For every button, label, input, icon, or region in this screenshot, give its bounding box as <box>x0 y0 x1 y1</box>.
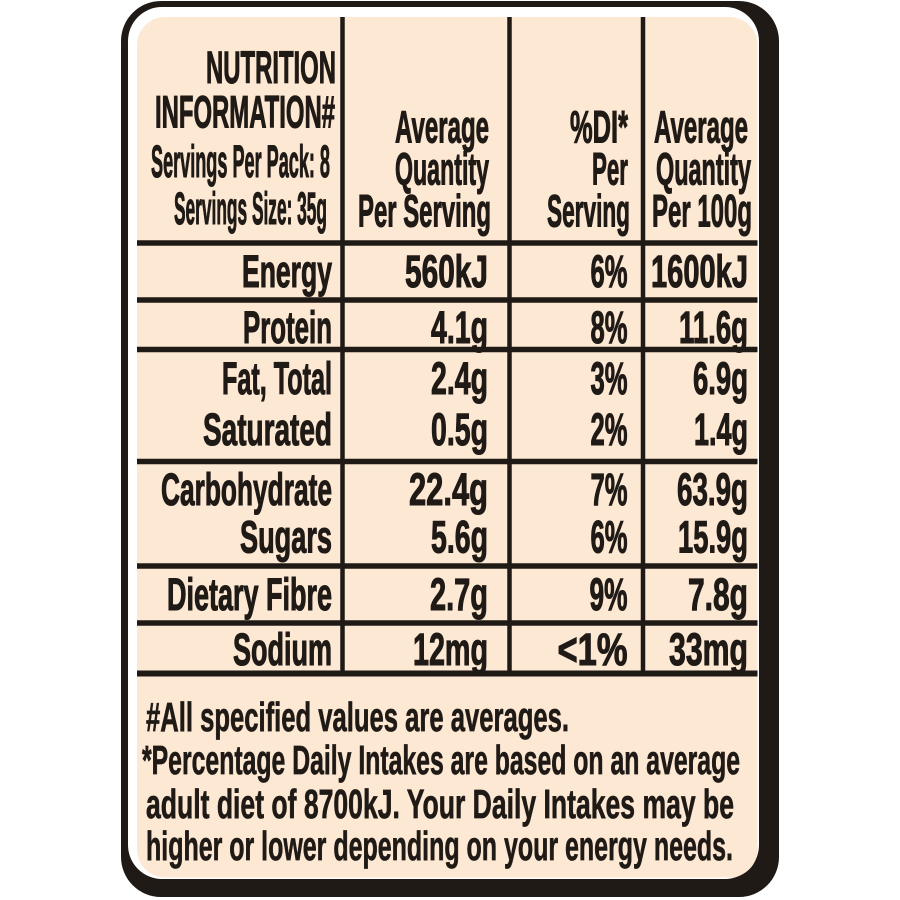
svg-text:Sugars: Sugars <box>240 512 332 563</box>
svg-text:9%: 9% <box>590 569 628 620</box>
svg-text:22.4g: 22.4g <box>409 464 488 515</box>
svg-text:<1%: <1% <box>558 624 628 675</box>
svg-text:Saturated: Saturated <box>203 404 332 455</box>
svg-text:33mg: 33mg <box>669 624 748 675</box>
svg-text:2.4g: 2.4g <box>431 353 488 404</box>
svg-text:63.9g: 63.9g <box>677 464 748 515</box>
svg-text:*Percentage Daily Intakes are: *Percentage Daily Intakes are based on a… <box>142 737 740 783</box>
svg-text:Energy: Energy <box>242 246 332 297</box>
svg-text:adult diet of 8700kJ. Your Dai: adult diet of 8700kJ. Your Daily Intakes… <box>146 781 734 827</box>
svg-text:Protein: Protein <box>243 302 332 353</box>
svg-text:7%: 7% <box>591 464 628 515</box>
svg-text:Servings Size: 35g: Servings Size: 35g <box>174 183 327 234</box>
svg-text:2.7g: 2.7g <box>430 569 488 620</box>
svg-text:560kJ: 560kJ <box>405 246 488 297</box>
svg-text:1600kJ: 1600kJ <box>651 246 748 297</box>
svg-text:INFORMATION#: INFORMATION# <box>155 87 335 138</box>
svg-text:Per 100g: Per 100g <box>652 186 752 237</box>
svg-text:6%: 6% <box>591 512 628 563</box>
svg-text:Dietary Fibre: Dietary Fibre <box>167 569 332 620</box>
svg-text:#All specified values are aver: #All specified values are averages. <box>146 694 569 740</box>
svg-text:1.4g: 1.4g <box>694 404 748 455</box>
svg-text:15.9g: 15.9g <box>678 512 748 563</box>
svg-text:4.1g: 4.1g <box>431 302 488 353</box>
svg-text:3%: 3% <box>591 353 628 404</box>
svg-text:2%: 2% <box>591 404 628 455</box>
svg-text:8%: 8% <box>591 302 628 353</box>
svg-text:0.5g: 0.5g <box>431 404 488 455</box>
svg-text:Average: Average <box>395 102 489 153</box>
svg-text:NUTRITION: NUTRITION <box>206 42 336 93</box>
svg-text:Sodium: Sodium <box>233 624 332 675</box>
svg-text:higher or lower depending on y: higher or lower depending on your energy… <box>146 823 733 869</box>
svg-text:Fat, Total: Fat, Total <box>222 353 332 404</box>
svg-text:Per: Per <box>592 144 628 195</box>
svg-text:Quantity: Quantity <box>395 144 489 195</box>
svg-text:%DI*: %DI* <box>570 102 628 153</box>
svg-text:6.9g: 6.9g <box>693 353 748 404</box>
svg-text:Carbohydrate: Carbohydrate <box>161 464 332 515</box>
svg-text:6%: 6% <box>591 246 628 297</box>
svg-text:Serving: Serving <box>547 186 630 237</box>
svg-text:Average: Average <box>654 102 748 153</box>
svg-text:Servings Per Pack: 8: Servings Per Pack: 8 <box>151 136 330 187</box>
svg-text:5.6g: 5.6g <box>431 512 488 563</box>
svg-text:7.8g: 7.8g <box>688 569 748 620</box>
svg-text:11.6g: 11.6g <box>679 302 748 353</box>
svg-text:Quantity: Quantity <box>656 144 751 195</box>
svg-text:Per Serving: Per Serving <box>358 186 491 237</box>
svg-text:12mg: 12mg <box>413 624 488 675</box>
